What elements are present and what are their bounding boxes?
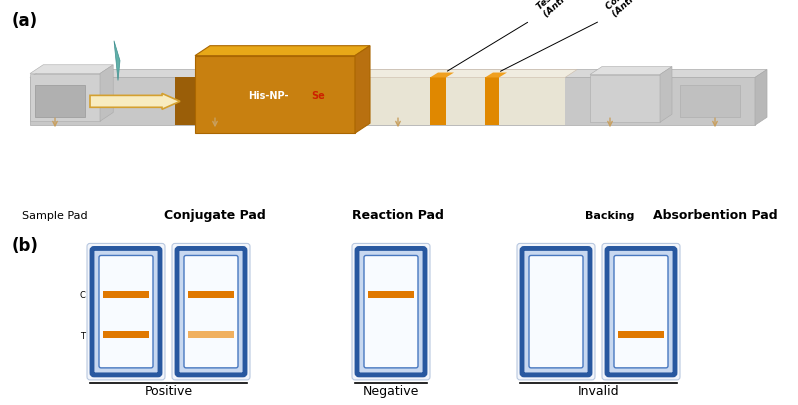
Text: Backing: Backing [585, 210, 634, 220]
Polygon shape [30, 78, 755, 126]
FancyBboxPatch shape [99, 256, 153, 368]
Polygon shape [30, 70, 767, 78]
Text: Control Line
(Anti-His Ab): Control Line (Anti-His Ab) [604, 0, 666, 19]
Text: His-NP-: His-NP- [247, 91, 288, 101]
Polygon shape [30, 66, 113, 75]
Polygon shape [755, 70, 767, 126]
Bar [103, 291, 149, 298]
FancyBboxPatch shape [602, 244, 680, 380]
FancyBboxPatch shape [177, 249, 245, 375]
Text: Absorbention Pad: Absorbention Pad [653, 209, 777, 222]
Bar [430, 78, 446, 126]
Bar [680, 86, 740, 118]
FancyBboxPatch shape [364, 256, 418, 368]
Text: Invalid: Invalid [578, 384, 619, 397]
FancyBboxPatch shape [357, 249, 425, 375]
Bar [368, 291, 414, 298]
Bar [35, 86, 85, 118]
Bar [103, 331, 149, 338]
Bar [485, 78, 499, 126]
FancyBboxPatch shape [607, 249, 675, 375]
Polygon shape [590, 67, 672, 75]
FancyBboxPatch shape [529, 256, 583, 368]
FancyBboxPatch shape [352, 244, 430, 380]
Polygon shape [430, 73, 454, 78]
Bar [175, 78, 305, 126]
Polygon shape [100, 66, 113, 122]
Text: Conjugate Pad: Conjugate Pad [164, 209, 266, 222]
Polygon shape [30, 75, 100, 122]
Text: Negative: Negative [363, 384, 419, 397]
Polygon shape [355, 47, 370, 134]
Text: T: T [80, 331, 85, 340]
Text: (b): (b) [12, 237, 39, 255]
Polygon shape [355, 70, 577, 78]
FancyBboxPatch shape [87, 244, 165, 380]
Polygon shape [660, 67, 672, 123]
Text: Positive: Positive [144, 384, 192, 397]
Text: Sample Pad: Sample Pad [22, 210, 88, 220]
Bar [188, 331, 234, 338]
Polygon shape [195, 56, 355, 134]
Polygon shape [485, 73, 507, 78]
FancyArrow shape [90, 94, 180, 110]
Bar [618, 331, 664, 338]
FancyBboxPatch shape [172, 244, 250, 380]
Bar [355, 78, 565, 126]
FancyBboxPatch shape [184, 256, 238, 368]
Bar [188, 291, 234, 298]
Polygon shape [195, 47, 370, 56]
Text: Se: Se [311, 91, 325, 101]
Polygon shape [590, 75, 660, 123]
Polygon shape [114, 42, 120, 81]
Text: Reaction Pad: Reaction Pad [352, 209, 444, 222]
FancyBboxPatch shape [614, 256, 668, 368]
Text: (a): (a) [12, 12, 38, 30]
FancyBboxPatch shape [92, 249, 160, 375]
FancyBboxPatch shape [517, 244, 595, 380]
Text: Test Line
(Anti-IgM/IgG Ab): Test Line (Anti-IgM/IgG Ab) [535, 0, 614, 19]
FancyBboxPatch shape [522, 249, 590, 375]
Text: C: C [79, 290, 85, 299]
